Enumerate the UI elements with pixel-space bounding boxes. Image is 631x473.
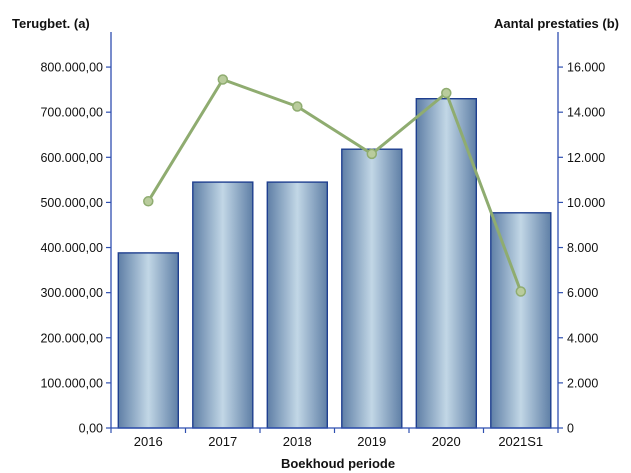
left-tick-label: 400.000,00	[40, 241, 103, 255]
x-axis-ticks: 2016 2017 2018 2019 2020 2021S1	[110, 428, 559, 449]
bar-2016	[117, 252, 180, 429]
left-tick-label: 200.000,00	[40, 331, 103, 345]
line-point-2018	[292, 101, 303, 112]
line-path	[147, 78, 523, 293]
x-axis-title: Boekhoud periode	[281, 456, 395, 471]
left-tick-label: 0,00	[79, 422, 103, 436]
right-tick-label: 2.000	[567, 376, 598, 390]
bar-2021S1	[490, 212, 552, 429]
line-point-2016	[143, 196, 154, 207]
left-axis-title: Terugbet. (a)	[12, 16, 90, 31]
x-tick-label: 2016	[134, 434, 163, 449]
x-tick-label: 2020	[432, 434, 461, 449]
bar-series	[117, 97, 552, 429]
right-tick-label: 16.000	[567, 61, 605, 75]
x-tick-label: 2017	[208, 434, 237, 449]
right-axis-title: Aantal prestaties (b)	[494, 16, 619, 31]
right-tick-label: 8.000	[567, 241, 598, 255]
line-point-2017	[217, 74, 229, 85]
right-axis-ticks: 0 2.000 4.000 6.000 8.000 10.000 12.000 14.000 1…	[558, 61, 605, 436]
right-tick-label: 12.000	[567, 151, 605, 165]
right-tick-label: 6.000	[567, 286, 598, 300]
left-tick-label: 100.000,00	[40, 376, 103, 390]
right-tick-label: 10.000	[567, 196, 605, 210]
x-tick-label: 2019	[357, 434, 386, 449]
bar-2019	[341, 148, 403, 429]
left-axis-ticks: 0,00 100.000,00 200.000,00 300.000,00 400.00…	[40, 61, 111, 436]
line-point-2019	[366, 148, 378, 160]
right-tick-label: 14.000	[567, 106, 605, 120]
bar-2018	[266, 181, 328, 429]
bar-2020	[415, 97, 477, 429]
line-series	[143, 74, 527, 297]
left-tick-label: 800.000,00	[40, 61, 103, 75]
x-tick-label: 2018	[283, 434, 312, 449]
line-point-2021S1	[515, 286, 527, 297]
line-point-2020	[441, 87, 452, 99]
bar-2017	[192, 181, 254, 429]
x-tick-label: 2021S1	[498, 434, 543, 449]
right-tick-label: 4.000	[567, 331, 598, 345]
right-tick-label: 0	[567, 422, 574, 436]
left-tick-label: 300.000,00	[40, 286, 103, 300]
left-tick-label: 700.000,00	[40, 106, 103, 120]
left-tick-label: 500.000,00	[40, 196, 103, 210]
left-tick-label: 600.000,00	[40, 151, 103, 165]
